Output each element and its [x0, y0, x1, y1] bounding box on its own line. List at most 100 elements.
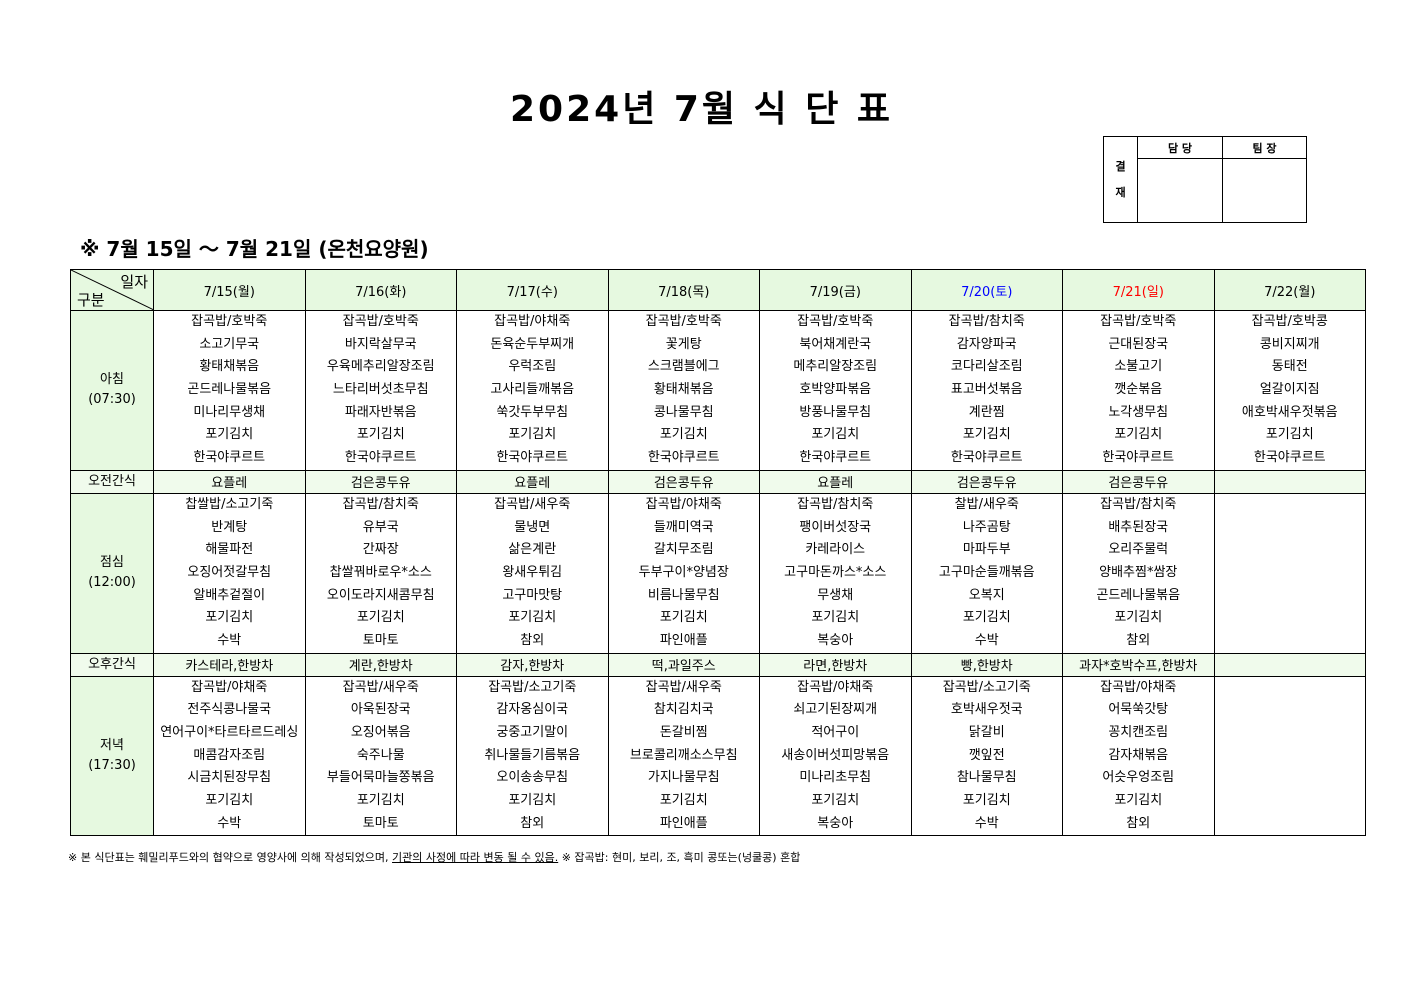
menu-item: 닭갈비 [968, 725, 1005, 740]
header-row: 일자 구분 7/15(월) 7/16(화) 7/17(수) 7/18(목) 7/19(금) 7… [70, 269, 1366, 311]
menu-item: 찰밥/새우죽 [954, 496, 1019, 512]
menu-item: 물냉면 [514, 519, 551, 535]
menu-item: 잡곡밥/야채죽 [191, 679, 268, 695]
menu-item: 새송이버섯피망볶음 [781, 747, 890, 763]
menu-item: 쑥갓두부무침 [496, 404, 569, 420]
snack-cell: 과자*호박수프,한방차 [1062, 652, 1215, 677]
menu-item: 한국야쿠르트 [193, 450, 266, 466]
menu-item: 오리주물럭 [1108, 542, 1169, 558]
menu-item: 잡곡밥/호박죽 [645, 314, 722, 329]
menu-item: 호박새우젓국 [950, 702, 1023, 718]
menu-item: 메추리알장조림 [793, 359, 878, 375]
menu-item: 파인애플 [659, 632, 708, 648]
week-subtitle: ※ 7월 15일 ～ 7월 21일 (온천요양원) [80, 237, 429, 261]
menu-item: 수박 [974, 815, 999, 831]
menu-item: 오징어젓갈무침 [187, 564, 272, 580]
snack-cell: 라면,한방차 [759, 652, 912, 677]
snack-cell: 요플레 [153, 469, 306, 494]
meal-cell: 찹쌀밥/소고기죽 반계탕 해물파전 오징어젓갈무침 알배추겉절이 포기김치 수박 [153, 492, 306, 654]
snack-cell [1213, 652, 1366, 677]
menu-item: 한국야쿠르트 [1102, 450, 1175, 466]
menu-item: 참외 [520, 632, 545, 648]
menu-item: 잡곡밥/호박죽 [1100, 314, 1177, 329]
menu-item: 오복지 [968, 587, 1005, 603]
menu-item: 포기김치 [205, 610, 254, 626]
menu-item: 포기김치 [1114, 610, 1163, 626]
menu-item: 마파두부 [962, 542, 1011, 558]
menu-item: 포기김치 [1265, 427, 1314, 443]
menu-item: 아욱된장국 [350, 702, 411, 718]
menu-item: 스크램블에그 [647, 359, 720, 375]
menu-item: 동태전 [1271, 359, 1308, 375]
snack-row: 오전간식 요플레 검은콩두유 요플레 검은콩두유 요플레 검은콩두유 검은콩두유 [70, 469, 1366, 494]
menu-item: 깻순볶음 [1114, 382, 1163, 398]
menu-item: 감자옹심이국 [496, 702, 569, 718]
menu-item: 오이도라지새콤무침 [326, 587, 435, 603]
menu-item: 토마토 [362, 815, 399, 831]
snack-cell: 요플레 [456, 469, 609, 494]
menu-item: 쇠고기된장찌개 [793, 702, 878, 718]
menu-item: 잡곡밥/호박콩 [1251, 314, 1328, 329]
menu-item: 파래자반볶음 [344, 404, 417, 420]
meal-cell: 잡곡밥/참치죽 배추된장국 오리주물럭 양배추찜*쌈장 곤드레나물볶음 포기김치 참외 [1062, 492, 1215, 654]
day-header: 7/17(수) [456, 269, 609, 311]
menu-item: 포기김치 [508, 427, 557, 443]
footer-note: ※ 본 식단표는 훼밀리푸드와의 협약으로 영양사에 의해 작성되었으며, 기관… [68, 851, 801, 864]
menu-item: 고구마순들깨볶음 [938, 564, 1035, 580]
menu-item: 찹쌀밥/소고기죽 [185, 496, 274, 512]
menu-item: 포기김치 [811, 427, 860, 443]
menu-item: 애호박새우젓볶음 [1241, 404, 1338, 420]
menu-item: 수박 [217, 632, 242, 648]
menu-item: 포기김치 [356, 793, 405, 809]
menu-item: 참외 [1126, 632, 1151, 648]
meal-cell [1213, 675, 1366, 837]
menu-item: 팽이버섯장국 [799, 519, 872, 535]
approval-side-label: 결 재 [1103, 136, 1138, 223]
snack-cell: 떡,과일주스 [607, 652, 760, 677]
menu-item: 포기김치 [811, 793, 860, 809]
menu-item: 한국야쿠르트 [950, 450, 1023, 466]
menu-item: 양배추찜*쌈장 [1099, 564, 1178, 580]
menu-item: 알배추겉절이 [193, 587, 266, 603]
menu-item: 콩비지찌개 [1259, 336, 1320, 352]
menu-item: 포기김치 [962, 610, 1011, 626]
menu-item: 참외 [520, 815, 545, 831]
menu-item: 오이송송무침 [496, 770, 569, 786]
menu-item: 반계탕 [211, 519, 248, 535]
snack-cell [1213, 469, 1366, 494]
approval-sign-teamlead[interactable] [1222, 158, 1307, 223]
meal-row: 아침 (07:30) 잡곡밥/호박죽 소고기무국 황태채볶음 곤드레나물볶음 미나리무생채 포… [70, 310, 1366, 471]
section-label: 오전간식 [70, 469, 154, 494]
menu-item: 잡곡밥/새우죽 [645, 679, 722, 695]
menu-item: 황태채볶음 [653, 382, 714, 398]
menu-item: 고구마돈까스*소스 [784, 564, 887, 580]
menu-item: 잡곡밥/호박죽 [797, 314, 874, 329]
menu-item: 포기김치 [962, 427, 1011, 443]
menu-item: 잡곡밥/참치죽 [1100, 496, 1177, 512]
meal-cell: 잡곡밥/새우죽 물냉면 삶은계란 왕새우튀김 고구마맛탕 포기김치 참외 [456, 492, 609, 654]
approval-sign-manager[interactable] [1137, 158, 1223, 223]
menu-item: 포기김치 [356, 610, 405, 626]
snack-cell: 검은콩두유 [1062, 469, 1215, 494]
menu-item: 꽁치캔조림 [1108, 725, 1169, 740]
snack-cell: 검은콩두유 [910, 469, 1063, 494]
menu-item: 미나리무생채 [193, 404, 266, 420]
menu-item: 나주곰탕 [962, 519, 1011, 535]
menu-item: 수박 [217, 815, 242, 831]
meal-cell: 잡곡밥/야채죽 쇠고기된장찌개 적어구이 새송이버섯피망볶음 미나리초무침 포기김치 복숭아 [759, 675, 912, 837]
menu-item: 꽃게탕 [665, 336, 702, 352]
menu-item: 우육메추리알장조림 [326, 359, 435, 375]
menu-item: 호박양파볶음 [799, 382, 872, 398]
menu-item: 갈치무조림 [653, 542, 714, 558]
menu-item: 돈갈비찜 [659, 725, 708, 740]
menu-item: 토마토 [362, 632, 399, 648]
menu-item: 우럭조림 [508, 359, 557, 375]
snack-cell: 요플레 [759, 469, 912, 494]
menu-item: 근대된장국 [1108, 336, 1169, 352]
meal-cell: 잡곡밥/참치죽 유부국 간짜장 찹쌀꿔바로우*소스 오이도라지새콤무침 포기김치 토마토 [304, 492, 457, 654]
corner-top-label: 일자 [120, 273, 148, 291]
menu-table: 일자 구분 7/15(월) 7/16(화) 7/17(수) 7/18(목) 7/19(금) 7… [70, 269, 1366, 837]
menu-item: 오징어볶음 [350, 725, 411, 740]
corner-bottom-label: 구분 [77, 291, 105, 309]
